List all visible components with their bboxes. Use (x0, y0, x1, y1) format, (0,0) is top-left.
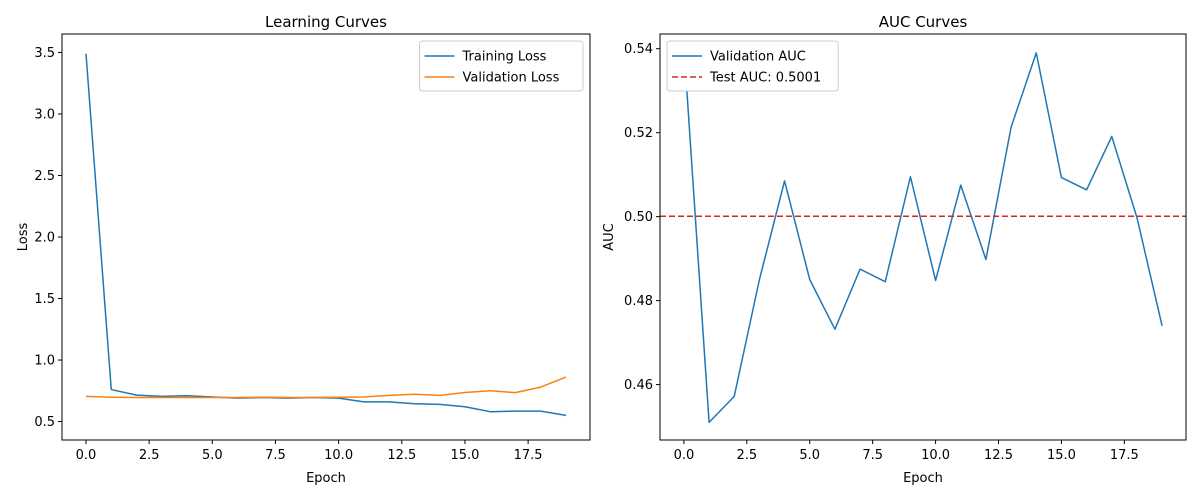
x-axis: 0.0 2.5 5.0 7.5 10.0 12.5 15.0 17.5 (76, 440, 543, 463)
plot-area (660, 46, 1186, 424)
auc-curves-chart: AUC Curves 0.0 2.5 5.0 7.5 10.0 12.5 15.0 17.5 … (602, 13, 1187, 486)
x-tick-label: 12.5 (984, 448, 1013, 463)
x-tick-label: 5.0 (799, 448, 820, 463)
y-axis: 0.46 0.48 0.50 0.52 0.54 (624, 42, 660, 393)
legend-label-1: Validation Loss (463, 71, 560, 86)
y-tick-label: 0.46 (624, 378, 653, 393)
series-line-1 (85, 376, 567, 399)
x-tick-label: 0.0 (674, 448, 695, 463)
chart-title: Learning Curves (265, 13, 387, 31)
axes-frame (659, 33, 1187, 441)
y-tick-label: 0.5 (34, 415, 55, 430)
x-axis-label: Epoch (903, 471, 943, 486)
y-tick-label: 0.48 (624, 294, 653, 309)
x-tick-label: 2.5 (139, 448, 160, 463)
legend-box (666, 40, 839, 92)
y-tick-label: 2.0 (34, 231, 55, 246)
y-tick-label: 1.0 (34, 354, 55, 369)
x-tick-label: 7.5 (862, 448, 883, 463)
x-tick-label: 10.0 (921, 448, 950, 463)
x-tick-label: 15.0 (1047, 448, 1076, 463)
x-axis-label: Epoch (306, 471, 346, 486)
x-tick-label: 0.0 (76, 448, 97, 463)
y-axis-label: AUC (602, 223, 617, 251)
y-axis-label: Loss (16, 223, 31, 252)
y-tick-label: 0.52 (624, 126, 653, 141)
plot-area (85, 53, 567, 417)
legend: Training Loss Validation Loss (419, 40, 584, 92)
learning-curves-chart: Learning Curves 0.0 2.5 5.0 7.5 10.0 12.5 15.0… (16, 13, 591, 486)
y-tick-label: 3.5 (34, 46, 55, 61)
legend-label-0: Validation AUC (710, 50, 806, 65)
y-tick-label: 3.0 (34, 107, 55, 122)
x-tick-label: 2.5 (736, 448, 757, 463)
x-tick-label: 17.5 (514, 448, 543, 463)
x-tick-label: 7.5 (265, 448, 286, 463)
x-tick-label: 17.5 (1110, 448, 1139, 463)
x-tick-label: 15.0 (450, 448, 479, 463)
x-axis: 0.0 2.5 5.0 7.5 10.0 12.5 15.0 17.5 (674, 440, 1139, 463)
y-tick-label: 1.5 (34, 292, 55, 307)
legend-box (419, 40, 584, 92)
legend-label-1: Test AUC: 0.5001 (709, 71, 821, 86)
y-tick-label: 0.54 (624, 42, 653, 57)
y-axis: 0.5 1.0 1.5 2.0 2.5 3.0 3.5 (34, 46, 62, 430)
x-tick-label: 10.0 (324, 448, 353, 463)
y-tick-label: 0.50 (624, 210, 653, 225)
legend: Validation AUC Test AUC: 0.5001 (666, 40, 839, 92)
chart-title: AUC Curves (879, 13, 968, 31)
x-tick-label: 12.5 (387, 448, 416, 463)
x-tick-label: 5.0 (202, 448, 223, 463)
legend-label-0: Training Loss (462, 50, 547, 65)
y-tick-label: 2.5 (34, 169, 55, 184)
series-line-0 (683, 46, 1163, 424)
